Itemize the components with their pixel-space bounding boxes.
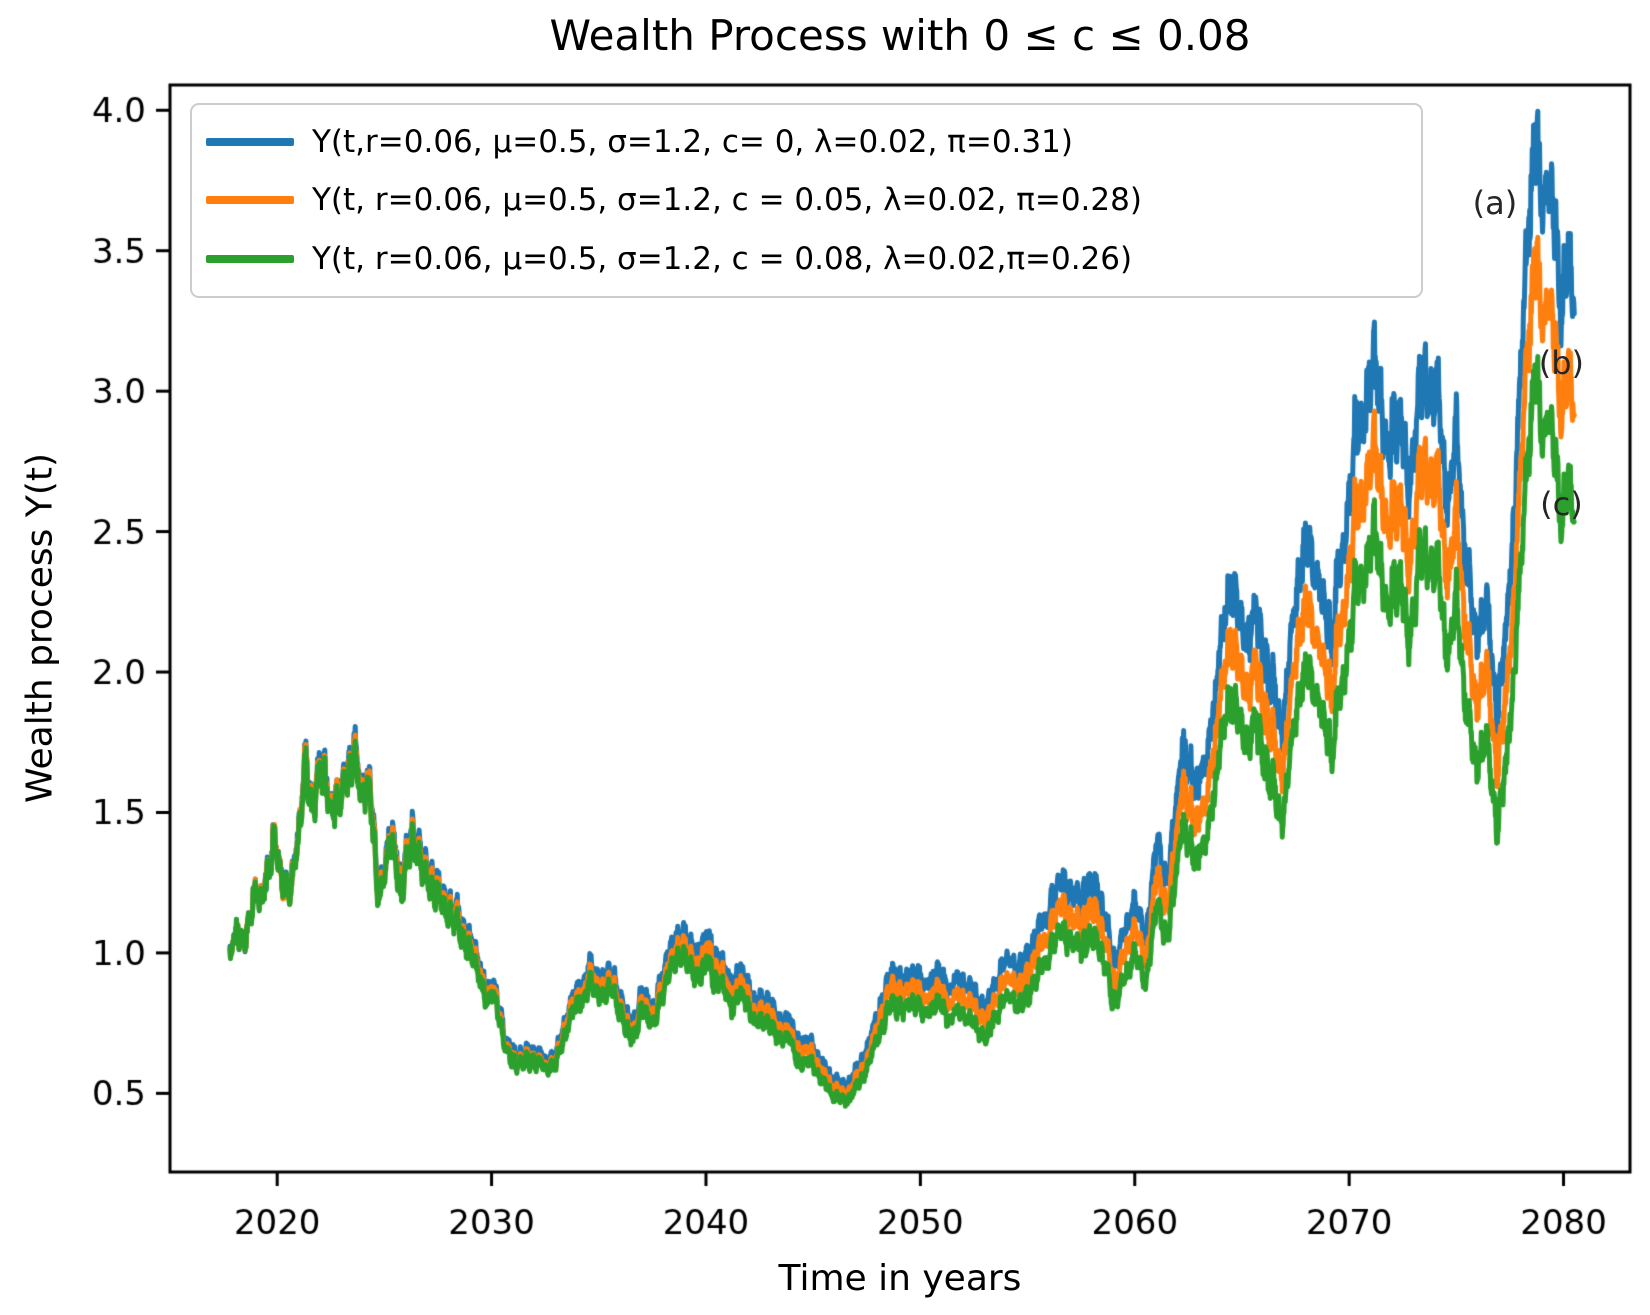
legend-entry-c0: Y(t,r=0.06, μ=0.5, σ=1.2, c= 0, λ=0.02, …	[206, 124, 1421, 160]
legend-label: Y(t,r=0.06, μ=0.5, σ=1.2, c= 0, λ=0.02, …	[312, 124, 1073, 161]
legend-label: Y(t, r=0.06, μ=0.5, σ=1.2, c = 0.08, λ=0…	[312, 240, 1133, 277]
y-axis-label: Wealth process Y(t)	[19, 452, 61, 804]
legend-entry-c008: Y(t, r=0.06, μ=0.5, σ=1.2, c = 0.08, λ=0…	[206, 241, 1421, 277]
legend-label: Y(t, r=0.06, μ=0.5, σ=1.2, c = 0.05, λ=0…	[312, 182, 1142, 219]
x-axis-label: Time in years	[778, 1258, 1022, 1299]
legend-line-blue	[206, 138, 294, 147]
legend: Y(t,r=0.06, μ=0.5, σ=1.2, c= 0, λ=0.02, …	[190, 103, 1423, 298]
legend-line-orange	[206, 196, 294, 205]
annotation-c: (c)	[1540, 484, 1583, 523]
chart-title: Wealth Process with 0 ≤ c ≤ 0.08	[549, 11, 1251, 60]
legend-line-green	[206, 254, 294, 263]
annotation-b: (b)	[1538, 344, 1585, 383]
legend-entry-c005: Y(t, r=0.06, μ=0.5, σ=1.2, c = 0.05, λ=0…	[206, 182, 1421, 218]
annotation-a: (a)	[1472, 183, 1518, 222]
